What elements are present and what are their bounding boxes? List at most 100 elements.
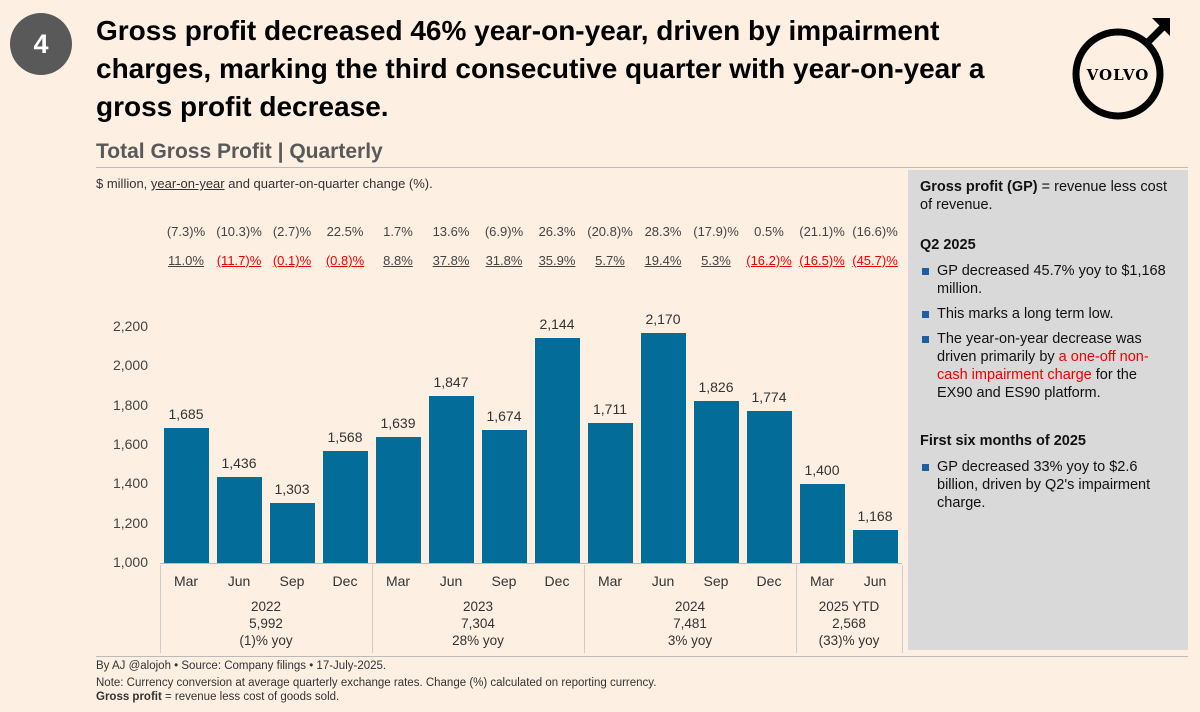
bar xyxy=(746,410,792,563)
bar-value-label: 1,436 xyxy=(221,455,257,472)
qoq-change: (17.9)% xyxy=(693,224,739,239)
group-yoy: (1)% yoy xyxy=(239,633,293,648)
note-line: Note: Currency conversion at average qua… xyxy=(96,677,657,689)
group-total: 5,992 xyxy=(249,616,283,631)
yoy-change: (0.1)% xyxy=(272,253,312,268)
yoy-change: 31.8% xyxy=(485,253,523,268)
divider xyxy=(96,167,1188,168)
qoq-change: 26.3% xyxy=(538,224,576,239)
bar xyxy=(587,423,633,563)
qoq-change: (6.9)% xyxy=(484,224,524,239)
units-text: $ million, xyxy=(96,176,151,191)
x-tick-label: Mar xyxy=(809,573,835,589)
y-tick-label: 1,400 xyxy=(112,475,148,492)
x-tick-label: Dec xyxy=(756,573,782,589)
x-tick-label: Dec xyxy=(544,573,570,589)
chart-title: Total Gross Profit | Quarterly xyxy=(96,140,383,163)
x-tick-label: Jun xyxy=(439,573,463,589)
bar-value-label: 1,685 xyxy=(168,406,204,423)
bar xyxy=(428,396,474,563)
bullet: This marks a long term low. xyxy=(920,305,1176,323)
x-axis-line xyxy=(160,563,902,564)
source-line: By AJ @alojoh • Source: Company filings … xyxy=(96,660,387,672)
group-year: 2022 xyxy=(250,599,282,614)
bar-value-label: 1,674 xyxy=(486,408,522,425)
bar xyxy=(322,451,368,563)
y-tick-label: 2,200 xyxy=(112,318,148,334)
slide-number-badge: 4 xyxy=(10,13,72,75)
bar xyxy=(163,428,209,563)
yoy-change: (16.2)% xyxy=(746,253,792,268)
group-year: 2023 xyxy=(462,599,494,614)
year-group: 2024 7,481 3% yoy xyxy=(584,598,796,649)
x-tick-label: Jun xyxy=(651,573,675,589)
qoq-change: 28.3% xyxy=(644,224,682,239)
commentary-panel: Gross profit (GP) = revenue less cost of… xyxy=(908,170,1188,650)
bar-value-label: 2,144 xyxy=(539,316,575,332)
bar xyxy=(534,338,580,563)
yoy-change: 11.0% xyxy=(168,253,204,268)
group-separator xyxy=(902,565,903,653)
group-yoy: 3% yoy xyxy=(667,633,713,648)
bar-value-label: 1,826 xyxy=(698,378,734,395)
yoy-change: 8.8% xyxy=(383,253,413,268)
x-tick-label: Dec xyxy=(332,573,358,589)
yoy-change: 19.4% xyxy=(644,253,682,268)
group-year: 2025 YTD xyxy=(818,599,880,614)
definition-line: Gross profit = revenue less cost of good… xyxy=(96,691,340,703)
bar-value-label: 1,168 xyxy=(857,507,893,524)
qoq-change: (20.8)% xyxy=(587,224,633,239)
qoq-change: 1.7% xyxy=(383,224,413,239)
bar xyxy=(799,484,845,563)
bar-value-label: 1,303 xyxy=(274,481,310,498)
group-total: 2,568 xyxy=(832,616,866,631)
x-tick-label: Jun xyxy=(863,573,887,589)
y-tick-label: 1,200 xyxy=(112,514,148,531)
bar xyxy=(269,503,315,563)
bar xyxy=(693,400,739,563)
bar xyxy=(216,477,262,563)
bar-value-label: 1,711 xyxy=(593,401,627,418)
yoy-change: 5.7% xyxy=(595,253,625,268)
units-text-end: and quarter-on-quarter change (%). xyxy=(224,176,433,191)
headline: Gross profit decreased 46% year-on-year,… xyxy=(96,15,985,122)
bar-value-label: 1,639 xyxy=(380,415,416,432)
bar-value-label: 2,170 xyxy=(645,310,681,327)
svg-text:VOLVO: VOLVO xyxy=(1086,66,1150,84)
yoy-change: (45.7)% xyxy=(852,253,898,268)
qoq-change: 13.6% xyxy=(432,224,470,239)
group-total: 7,481 xyxy=(673,616,707,631)
bullet: GP decreased 45.7% yoy to $1,168 million… xyxy=(920,262,1176,298)
divider xyxy=(96,656,1188,657)
bar xyxy=(640,332,686,563)
group-yoy: (33)% yoy xyxy=(818,633,880,648)
yoy-change: (11.7)% xyxy=(216,253,262,268)
bullet: GP decreased 33% yoy to $2.6 billion, dr… xyxy=(920,458,1176,512)
y-tick-label: 2,000 xyxy=(112,357,148,374)
qoq-change: (21.1)% xyxy=(799,224,845,239)
bar-value-label: 1,400 xyxy=(804,462,840,479)
y-tick-label: 1,600 xyxy=(112,436,148,452)
x-tick-label: Mar xyxy=(385,573,411,589)
group-separator xyxy=(372,565,373,653)
q2-heading: Q2 2025 xyxy=(920,237,976,253)
x-tick-label: Sep xyxy=(491,573,517,589)
group-year: 2024 xyxy=(674,599,706,614)
volvo-logo: VOLVO xyxy=(1072,18,1170,120)
units-note: $ million, year-on-year and quarter-on-q… xyxy=(96,176,433,191)
group-total: 7,304 xyxy=(461,616,495,631)
bar-value-label: 1,847 xyxy=(433,374,469,391)
qoq-change: 22.5% xyxy=(326,224,364,239)
qoq-change: (2.7)% xyxy=(272,224,312,239)
year-group: 2025 YTD 2,568 (33)% yoy xyxy=(796,598,902,649)
group-separator xyxy=(584,565,585,653)
group-separator xyxy=(796,565,797,653)
qoq-change: (10.3)% xyxy=(216,224,262,239)
qoq-change: (16.6)% xyxy=(852,224,898,239)
bullet: The year-on-year decrease was driven pri… xyxy=(920,330,1176,402)
h1-heading: First six months of 2025 xyxy=(920,433,1086,449)
definition: Gross profit (GP) = revenue less cost of… xyxy=(920,179,1167,213)
bar xyxy=(481,430,527,563)
bar xyxy=(852,529,898,563)
x-tick-label: Mar xyxy=(173,573,199,589)
